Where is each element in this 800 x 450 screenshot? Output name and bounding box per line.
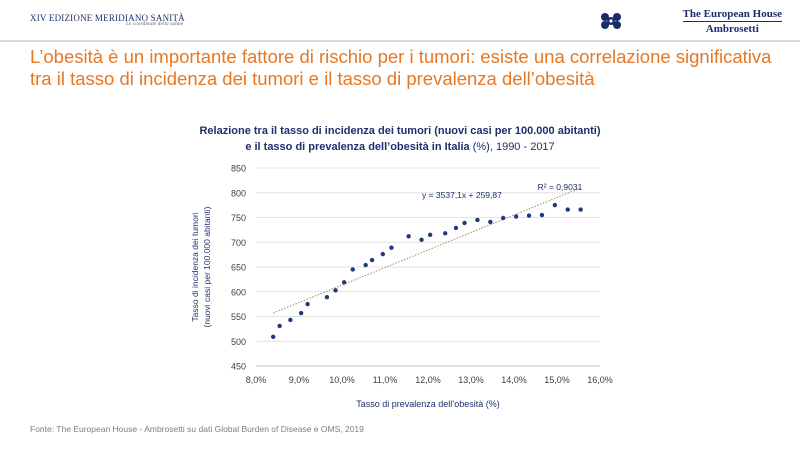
y-tick-label: 800 [231, 188, 246, 198]
data-point [369, 257, 375, 263]
data-point [427, 232, 433, 238]
y-tick-label: 750 [231, 213, 246, 223]
data-point [406, 234, 411, 239]
slide-title: L’obesità è un importante fattore di ris… [30, 46, 772, 89]
data-point [488, 219, 493, 225]
x-tick-label: 13,0% [458, 375, 484, 385]
data-point [288, 317, 293, 323]
data-point [389, 245, 394, 250]
y-tick-label: 650 [231, 263, 246, 273]
chart-title-line2-bold: e il tasso di prevalenza dell’obesità in… [245, 141, 470, 153]
right-brand-line2: Ambrosetti [682, 21, 782, 35]
x-tick-label: 10,0% [329, 375, 355, 385]
data-point [475, 217, 480, 223]
x-tick-label: 8,0% [246, 375, 267, 385]
chart-title: Relazione tra il tasso di incidenza dei … [120, 123, 680, 155]
x-tick-label: 14,0% [501, 375, 527, 385]
meridiano-sanita-logo: XIV EDIZIONE MERIDIANO SANITÀ Le coordin… [30, 13, 185, 27]
right-brand-line1: The European House [682, 8, 782, 20]
left-brand-text: XIV EDIZIONE MERIDIANO SANITÀ [30, 13, 185, 23]
data-point [380, 251, 386, 257]
ambrosetti-logo: The European House Ambrosetti [682, 8, 782, 35]
data-point [363, 262, 368, 268]
chart-title-line2: e il tasso di prevalenza dell’obesità in… [120, 139, 680, 155]
data-point [443, 231, 448, 236]
x-axis-title: Tasso di prevalenza dell’obesità (%) [356, 399, 500, 409]
y-tick-label: 850 [231, 164, 246, 174]
trendline [273, 187, 581, 314]
ambrosetti-x-icon [601, 13, 621, 29]
x-tick-label: 11,0% [373, 375, 398, 385]
data-point [298, 310, 304, 316]
data-point [277, 323, 282, 329]
data-point [341, 280, 347, 285]
y-axis-title-line2: (nuovi casi per 100.000 abitanti) [202, 206, 212, 327]
x-tick-label: 12,0% [415, 375, 441, 385]
trendline-equation: y = 3537,1x + 259,87 [422, 190, 502, 200]
y-tick-label: 500 [231, 337, 246, 347]
data-point [552, 202, 558, 208]
r-squared-label: R² = 0,9031 [538, 182, 583, 192]
data-point [501, 215, 506, 221]
y-axis-title-line1: Tasso di incidenza dei tumori [190, 212, 200, 321]
y-tick-label: 450 [231, 362, 246, 372]
data-point [526, 213, 532, 218]
x-tick-label: 16,0% [587, 375, 613, 385]
y-tick-label: 550 [231, 312, 246, 322]
data-point [462, 220, 467, 226]
data-point [513, 214, 519, 219]
y-tick-label: 600 [231, 287, 246, 297]
data-point [305, 301, 310, 307]
data-point [271, 334, 276, 339]
data-point [419, 237, 424, 242]
data-point [539, 212, 545, 218]
data-point [350, 267, 355, 272]
header: XIV EDIZIONE MERIDIANO SANITÀ Le coordin… [0, 0, 800, 42]
data-point [324, 294, 330, 300]
data-point [565, 207, 570, 212]
source-note: Fonte: The European House - Ambrosetti s… [30, 424, 364, 434]
chart-title-line1: Relazione tra il tasso di incidenza dei … [199, 125, 601, 137]
data-point [333, 288, 338, 293]
x-tick-label: 9,0% [289, 375, 310, 385]
data-point [453, 225, 459, 231]
left-brand-subtitle: Le coordinate della salute [126, 22, 184, 27]
y-tick-label: 700 [231, 238, 246, 248]
data-point [578, 207, 583, 212]
header-divider [0, 40, 800, 42]
chart-title-line2-rest: (%), 1990 - 2017 [472, 141, 555, 153]
x-tick-label: 15,0% [544, 375, 570, 385]
